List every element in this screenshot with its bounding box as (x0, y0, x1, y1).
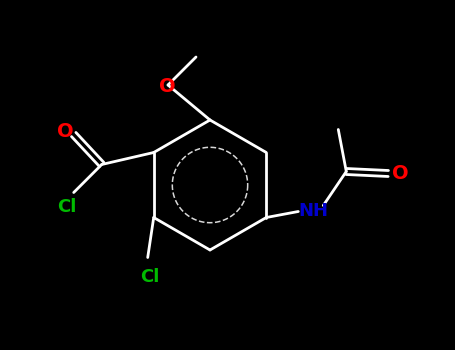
Text: O: O (57, 122, 74, 141)
Text: O: O (159, 77, 175, 96)
Text: O: O (392, 164, 409, 183)
Text: Cl: Cl (57, 197, 76, 216)
Text: NH: NH (298, 203, 329, 220)
Text: Cl: Cl (140, 268, 159, 287)
